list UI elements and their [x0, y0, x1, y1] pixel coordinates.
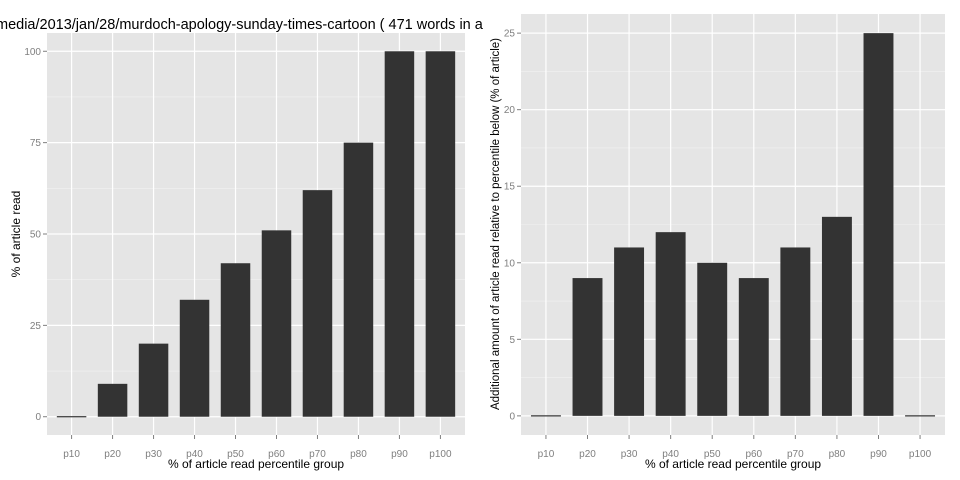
bar-p50: [220, 263, 251, 417]
y-tick-label: 25: [30, 321, 42, 332]
y-tick-label: 75: [30, 138, 42, 149]
x-tick-label: p30: [145, 449, 162, 460]
x-tick-label: p90: [870, 449, 887, 460]
y-axis-label: Additional amount of article read relati…: [490, 38, 502, 410]
bar-p70: [302, 190, 333, 417]
bar-p80: [821, 216, 852, 416]
bar-p60: [738, 278, 769, 416]
x-tick-label: p70: [309, 449, 326, 460]
bar-p40: [179, 299, 210, 417]
bar-p80: [343, 142, 374, 417]
x-tick-label: p40: [662, 449, 679, 460]
bar-p30: [138, 343, 169, 417]
x-tick-label: p80: [350, 449, 367, 460]
x-axis-label: % of article read percentile group: [645, 457, 821, 471]
bar-p10: [56, 416, 87, 418]
y-tick-label: 5: [509, 335, 515, 346]
x-tick-label: p100: [429, 449, 452, 460]
y-tick-label: 0: [509, 411, 515, 422]
x-tick-label: p90: [391, 449, 408, 460]
y-tick-label: 100: [24, 47, 41, 58]
y-tick-label: 20: [504, 105, 516, 116]
x-tick-label: p20: [104, 449, 121, 460]
bar-p100: [905, 415, 936, 417]
y-axis-label: % of article read: [9, 191, 23, 278]
x-tick-label: p50: [704, 449, 721, 460]
bar-p20: [97, 383, 128, 417]
right-chart-panel: 0 5 10 15 20 25 p10 p20 p30 p40 p50 p60 p70 p80 p90 p10…: [490, 14, 945, 471]
bar-p20: [572, 278, 603, 416]
bar-p100: [425, 51, 456, 417]
chart-title: media/2013/jan/28/murdoch-apology-sunday…: [0, 17, 484, 33]
bar-p50: [697, 262, 728, 416]
x-tick-label: p20: [579, 449, 596, 460]
x-tick-label: p100: [909, 449, 932, 460]
x-tick-label: p10: [63, 449, 80, 460]
x-tick-label: p60: [268, 449, 285, 460]
bar-p70: [780, 247, 811, 416]
x-tick-label: p50: [227, 449, 244, 460]
x-axis-label: % of article read percentile group: [168, 457, 344, 471]
y-tick-label: 15: [504, 182, 516, 193]
bar-p10: [530, 415, 561, 417]
y-tick-label: 50: [30, 230, 42, 241]
left-chart-panel: 0 25 50 75 100 p10 p20 p30 p40 p50 p60 p70 p80 p90 p10…: [9, 33, 465, 471]
y-tick-label: 25: [504, 29, 516, 40]
bar-p30: [614, 247, 645, 416]
y-tick-label: 0: [35, 412, 41, 423]
x-tick-label: p40: [186, 449, 203, 460]
x-tick-label: p80: [829, 449, 846, 460]
x-tick-label: p30: [621, 449, 638, 460]
bar-p60: [261, 230, 292, 417]
x-tick-label: p10: [538, 449, 555, 460]
y-tick-label: 10: [504, 258, 516, 269]
bar-p90: [863, 33, 894, 416]
x-tick-label: p70: [787, 449, 804, 460]
bar-p40: [655, 232, 686, 416]
x-tick-label: p60: [745, 449, 762, 460]
bar-p90: [384, 51, 415, 417]
